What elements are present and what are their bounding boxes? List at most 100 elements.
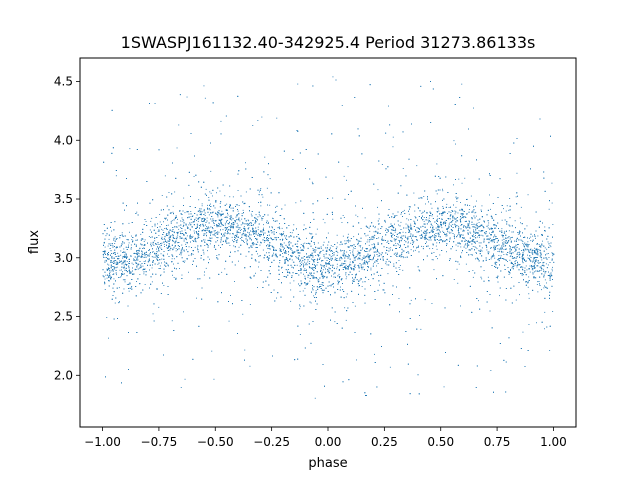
data-point <box>529 259 531 261</box>
data-point <box>359 279 361 281</box>
data-point <box>516 172 518 174</box>
data-point <box>454 213 456 215</box>
data-point <box>269 204 271 206</box>
data-point <box>398 260 400 261</box>
data-point <box>450 229 452 230</box>
data-point <box>368 279 370 280</box>
data-point <box>359 252 360 254</box>
data-point <box>161 236 163 238</box>
data-point <box>548 257 550 258</box>
data-point <box>479 236 480 238</box>
data-point <box>171 235 173 237</box>
data-point <box>279 223 280 225</box>
data-point <box>197 220 199 222</box>
data-point <box>330 285 332 287</box>
data-point <box>175 250 177 252</box>
data-point <box>501 228 503 230</box>
data-point <box>541 269 542 271</box>
data-point <box>198 199 200 201</box>
data-point <box>520 206 522 208</box>
data-point <box>505 248 507 250</box>
data-point <box>188 271 189 273</box>
data-point <box>297 257 299 259</box>
data-point <box>240 224 242 226</box>
data-point <box>367 234 369 236</box>
data-point <box>164 217 165 219</box>
data-point <box>318 254 320 256</box>
data-point <box>551 268 553 270</box>
data-point <box>431 229 433 231</box>
data-point <box>481 250 483 252</box>
data-point <box>431 303 433 304</box>
data-point <box>196 232 198 234</box>
data-point <box>381 256 383 258</box>
data-point <box>325 265 327 267</box>
data-point <box>124 260 126 262</box>
data-point <box>263 224 264 226</box>
data-point <box>532 271 534 273</box>
data-point <box>551 259 553 261</box>
data-point <box>345 254 347 256</box>
data-point <box>121 273 122 274</box>
data-point <box>381 237 383 239</box>
data-point <box>126 258 127 259</box>
data-point <box>303 273 304 275</box>
data-point <box>295 256 297 257</box>
data-point <box>345 272 347 274</box>
data-point <box>218 211 220 213</box>
data-point <box>267 247 269 249</box>
data-point <box>164 246 165 247</box>
data-point <box>113 283 115 285</box>
data-point <box>218 225 219 227</box>
data-point <box>288 254 289 256</box>
data-point <box>340 249 341 251</box>
data-point <box>296 246 297 247</box>
data-point <box>399 269 401 270</box>
data-point <box>280 215 282 216</box>
data-point <box>311 237 312 239</box>
data-point <box>493 231 494 233</box>
data-point <box>228 320 230 322</box>
data-point <box>413 192 415 194</box>
data-point <box>212 220 214 222</box>
data-point <box>540 245 542 247</box>
data-point <box>402 269 404 271</box>
data-point <box>332 283 333 285</box>
data-point <box>339 265 341 267</box>
data-point <box>490 258 492 260</box>
data-point <box>419 315 420 316</box>
data-point <box>371 244 373 246</box>
data-point <box>144 244 146 245</box>
data-point <box>267 230 269 232</box>
data-point <box>424 299 426 301</box>
data-point <box>431 207 433 209</box>
data-point <box>414 210 416 212</box>
data-point <box>259 191 260 193</box>
data-point <box>336 242 338 244</box>
data-point <box>207 239 209 241</box>
data-point <box>386 242 388 243</box>
data-point <box>489 232 490 234</box>
data-point <box>216 226 218 227</box>
data-point <box>107 245 109 247</box>
data-point <box>358 257 360 259</box>
data-point <box>113 278 115 280</box>
data-point <box>367 262 369 264</box>
data-point <box>272 217 273 219</box>
data-point <box>341 250 343 251</box>
data-point <box>264 156 266 158</box>
data-point <box>401 255 402 257</box>
data-point <box>207 250 208 252</box>
data-point <box>538 244 540 245</box>
data-point <box>210 203 211 205</box>
data-point <box>323 275 325 277</box>
data-point <box>532 235 534 237</box>
data-point <box>291 235 292 237</box>
data-point <box>334 321 336 323</box>
data-point <box>408 219 409 221</box>
data-point <box>117 252 119 254</box>
data-point <box>222 229 224 231</box>
data-point <box>174 237 176 239</box>
data-point <box>113 252 115 253</box>
data-point <box>514 264 516 266</box>
